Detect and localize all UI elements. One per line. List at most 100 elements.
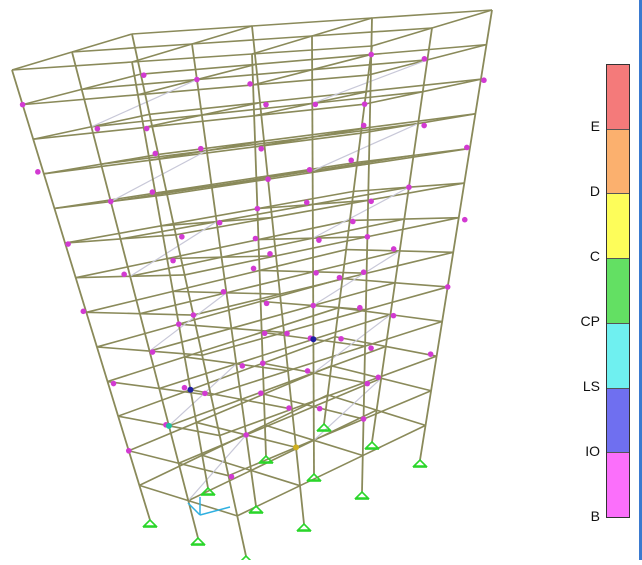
floor-beam <box>120 220 217 240</box>
floor-beam <box>371 27 433 47</box>
floor-beam <box>166 238 259 260</box>
floor-beam <box>211 178 269 187</box>
floor-beam <box>399 250 454 254</box>
floor-beam <box>367 216 459 238</box>
floor-beam <box>149 350 203 357</box>
floor-beam <box>226 291 281 295</box>
plastic-hinge <box>202 390 208 397</box>
floor-beam <box>313 372 365 384</box>
floor-beam <box>331 365 382 380</box>
plastic-hinge <box>170 257 176 264</box>
floor-beam <box>258 237 313 241</box>
floor-beam <box>260 300 314 307</box>
plastic-hinge <box>357 304 363 311</box>
plastic-hinge <box>360 416 367 422</box>
floor-beam <box>257 203 313 210</box>
brace <box>313 314 391 374</box>
column <box>361 17 373 493</box>
plastic-hinge <box>286 405 292 411</box>
plastic-hinge <box>254 205 261 212</box>
floor-beam <box>259 248 347 272</box>
axis-y <box>187 502 201 516</box>
fixed-support-icon <box>248 504 264 513</box>
floor-beam <box>168 398 242 427</box>
floor-beam <box>65 238 121 244</box>
floor-beam <box>155 185 212 194</box>
floor-beam <box>120 233 176 240</box>
plastic-hinge <box>181 384 188 391</box>
floor-beam <box>357 154 414 164</box>
floor-beam <box>254 103 365 117</box>
floor-beam <box>107 356 185 383</box>
floor-beam <box>201 454 252 472</box>
floor-beam <box>196 68 313 81</box>
floor-beam <box>312 126 370 138</box>
plastic-hinge <box>310 302 317 309</box>
legend-segment-c <box>607 193 629 259</box>
fixed-support-icon <box>296 522 312 531</box>
structural-model-viewport[interactable] <box>0 0 560 564</box>
legend-label-b: B <box>590 508 600 524</box>
plastic-hinge <box>216 219 223 226</box>
floor-beam <box>390 313 443 323</box>
floor-beam <box>184 356 237 365</box>
plastic-hinge <box>464 144 470 151</box>
column <box>323 45 373 425</box>
floor-beam <box>364 355 437 384</box>
floor-beam <box>418 113 476 125</box>
plastic-hinge <box>250 265 257 272</box>
plastic-hinge <box>152 150 159 157</box>
plastic-hinge <box>304 368 311 374</box>
plastic-hinge <box>361 101 368 107</box>
plastic-hinge <box>360 269 367 276</box>
fixed-support-icon <box>354 490 370 499</box>
brace <box>91 78 198 128</box>
column <box>131 61 209 489</box>
floor-beam <box>275 235 368 257</box>
fixed-support-icon <box>200 486 216 495</box>
floor-beam <box>140 63 257 75</box>
floor-beam <box>201 102 313 116</box>
floor-beam <box>365 286 448 311</box>
plastic-hinge <box>316 405 323 412</box>
floor-beam <box>221 255 277 259</box>
brace <box>312 250 401 307</box>
fixed-support-icon <box>364 440 380 449</box>
plastic-hinge <box>421 122 427 129</box>
brace <box>110 150 208 203</box>
floor-beam <box>190 362 264 391</box>
plastic-hinge <box>360 122 367 129</box>
floor-beam <box>279 272 367 295</box>
column <box>251 25 305 525</box>
fixed-support-icon <box>316 422 332 431</box>
floor-beam <box>311 53 372 71</box>
column <box>71 51 199 539</box>
floor-beam <box>201 101 261 116</box>
floor-beam <box>22 88 82 106</box>
plastic-hinge <box>390 246 397 252</box>
plastic-hinge <box>179 233 185 240</box>
floor-beam <box>283 308 367 334</box>
plastic-hinge <box>110 380 117 387</box>
legend-label-cp: CP <box>580 313 600 329</box>
floor-beam <box>131 25 253 35</box>
floor-beam <box>236 484 301 517</box>
floor-beam <box>110 193 168 203</box>
floor-beam <box>363 390 432 420</box>
floor-beam <box>75 257 168 279</box>
floor-beam <box>256 169 313 179</box>
floor-beam <box>368 182 465 202</box>
floor-beam <box>413 147 470 157</box>
plastic-hinge <box>258 390 264 396</box>
plastic-hinge <box>316 237 322 243</box>
floor-beam <box>71 33 133 53</box>
floor-beam <box>313 338 366 347</box>
floor-beam <box>404 216 459 220</box>
floor-beam <box>240 372 314 401</box>
floor-beam <box>353 186 409 193</box>
plastic-hinge <box>461 216 468 223</box>
3d-frame-model <box>11 9 493 564</box>
floor-beam <box>362 424 426 457</box>
fixed-support-icon <box>190 536 206 545</box>
fixed-support-icon <box>258 454 274 463</box>
